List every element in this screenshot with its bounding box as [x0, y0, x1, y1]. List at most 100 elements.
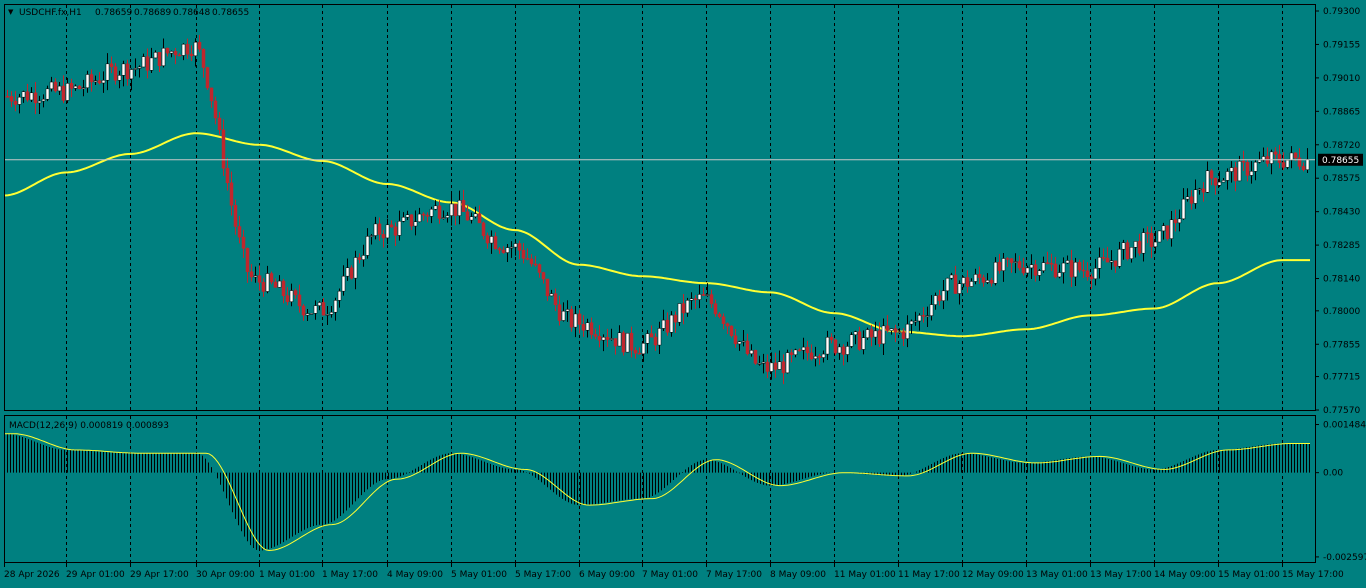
- candle-body: [529, 258, 534, 265]
- candle: [981, 274, 986, 287]
- candle: [509, 241, 514, 258]
- candle: [557, 295, 562, 326]
- candle-body: [377, 223, 382, 235]
- candle-body: [265, 273, 270, 292]
- x-tick-label: 28 Apr 2026: [4, 570, 60, 580]
- candle-body: [973, 274, 978, 282]
- candle-body: [917, 315, 922, 322]
- y-tick-label: 0.78285: [1323, 241, 1360, 251]
- candle-body: [153, 52, 158, 59]
- candle: [505, 244, 510, 263]
- candle: [589, 317, 594, 339]
- x-tick-label: 8 May 09:00: [770, 570, 826, 580]
- candle: [1141, 228, 1146, 262]
- candle: [113, 62, 118, 85]
- candle: [1033, 259, 1038, 282]
- candle-body: [997, 261, 1002, 271]
- candle-body: [105, 63, 110, 81]
- candle-body: [285, 295, 290, 302]
- candle-body: [1029, 264, 1034, 269]
- candle-body: [345, 267, 350, 277]
- candle: [469, 212, 474, 224]
- candle: [957, 280, 962, 305]
- candle-body: [85, 74, 90, 88]
- y-tick-label: 0.78430: [1323, 208, 1360, 218]
- candle: [673, 311, 678, 333]
- candle: [321, 297, 326, 316]
- candle-body: [437, 205, 442, 219]
- candle-body: [525, 258, 530, 260]
- x-tick-label: 1 May 17:00: [322, 570, 378, 580]
- candle-body: [213, 100, 218, 119]
- candle: [29, 87, 34, 103]
- candle: [889, 328, 894, 335]
- candle-body: [209, 87, 214, 102]
- candle-body: [329, 311, 334, 315]
- candle: [93, 75, 98, 85]
- candle-body: [189, 53, 194, 57]
- candle: [1121, 239, 1126, 260]
- candle: [393, 222, 398, 247]
- candle: [881, 318, 886, 355]
- candle-body: [561, 310, 566, 321]
- candle: [829, 333, 834, 344]
- candle: [269, 271, 274, 285]
- candle: [1013, 253, 1018, 274]
- candle: [689, 292, 694, 310]
- candle-body: [953, 274, 958, 294]
- x-tick-label: 7 May 17:00: [706, 570, 762, 580]
- candle: [1301, 162, 1306, 172]
- candle-body: [625, 332, 630, 353]
- candle-body: [669, 314, 674, 333]
- candle-body: [389, 224, 394, 228]
- candle: [569, 305, 574, 332]
- candle-body: [1165, 225, 1170, 239]
- candle-body: [1241, 160, 1246, 163]
- candle: [445, 212, 450, 223]
- candle: [365, 228, 370, 259]
- candle-body: [873, 330, 878, 338]
- candle-body: [961, 277, 966, 285]
- candle: [89, 69, 94, 92]
- candle: [885, 315, 890, 333]
- candle: [277, 275, 282, 288]
- y-tick-label: 0.79010: [1323, 74, 1360, 84]
- candle-body: [741, 340, 746, 343]
- symbol-label: USDCHF.fx,H1: [19, 8, 82, 18]
- candle: [441, 210, 446, 220]
- candle-body: [453, 203, 458, 216]
- candle-body: [853, 331, 858, 335]
- candle-body: [877, 330, 882, 345]
- candle: [733, 328, 738, 348]
- candle: [457, 190, 462, 225]
- candle: [169, 50, 174, 58]
- candle-body: [785, 352, 790, 374]
- candle-body: [145, 56, 150, 71]
- candle-body: [697, 294, 702, 300]
- candle: [141, 53, 146, 68]
- candle-body: [1189, 196, 1194, 204]
- candle-body: [1013, 261, 1018, 263]
- candle-body: [689, 298, 694, 301]
- x-tick-label: 1 May 01:00: [259, 570, 315, 580]
- candle: [1077, 259, 1082, 273]
- candle: [185, 38, 190, 59]
- candle-body: [1269, 151, 1274, 164]
- candle: [1105, 246, 1110, 263]
- candle-body: [1213, 177, 1218, 186]
- candle: [1053, 256, 1058, 279]
- symbol-dropdown-icon[interactable]: ▼: [8, 8, 14, 16]
- candle-body: [937, 295, 942, 301]
- candle-body: [629, 332, 634, 351]
- candle: [801, 337, 806, 360]
- candle-body: [1101, 257, 1106, 259]
- candle: [905, 315, 910, 348]
- candle-body: [549, 293, 554, 297]
- candle-body: [409, 214, 414, 227]
- y-tick-label: 0.79300: [1323, 7, 1360, 17]
- candle-body: [317, 302, 322, 306]
- candle-body: [1061, 262, 1066, 273]
- candle: [741, 330, 746, 347]
- candle-body: [25, 91, 30, 101]
